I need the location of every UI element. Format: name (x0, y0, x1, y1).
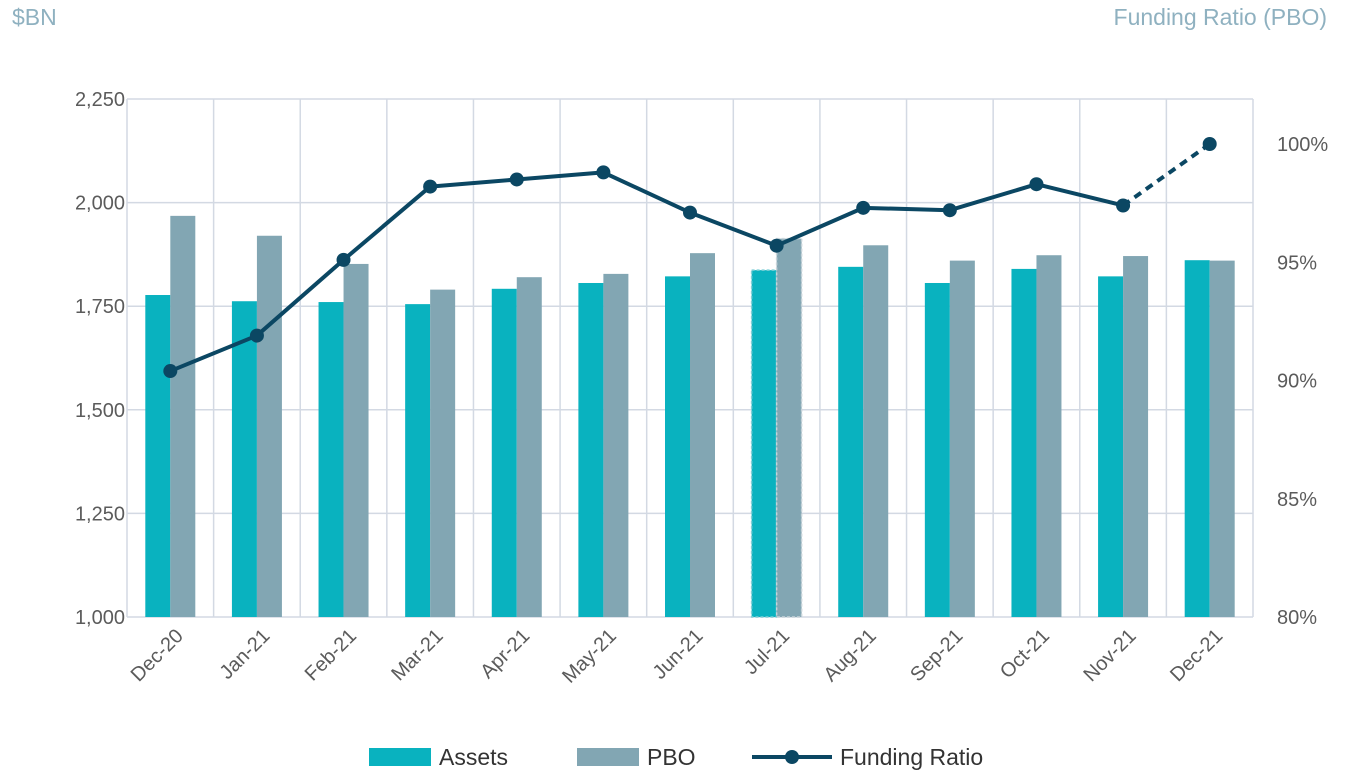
y-left-tick-label: 1,250 (75, 503, 125, 525)
legend-item-pbo: PBO (577, 740, 696, 774)
funding-ratio-point (1116, 198, 1131, 213)
bar-pbo (430, 289, 456, 617)
x-tick-label: Jun-21 (649, 625, 708, 684)
legend-label-assets: Assets (439, 743, 509, 770)
right-axis-unit: Funding Ratio (PBO) (1113, 4, 1327, 30)
bar-pbo (343, 263, 369, 617)
bar-pbo (256, 235, 282, 617)
x-tick-label: Mar-21 (387, 625, 447, 685)
legend-swatch-assets (369, 748, 431, 766)
legend-label-pbo: PBO (647, 743, 696, 770)
x-tick-label: Aug-21 (820, 625, 881, 686)
bar-assets (1011, 268, 1037, 617)
y-left-tick-label: 1,000 (75, 607, 125, 629)
bar-pbo (170, 215, 196, 618)
funding-ratio-point (423, 179, 438, 194)
legend-label-funding-ratio: Funding Ratio (840, 743, 984, 770)
chart-canvas: 1,000 1,250 1,500 1,750 2,000 2,250 80% 85% 90% 9… (75, 89, 1328, 688)
bar-assets (578, 282, 604, 617)
y-left-tick-label: 1,750 (75, 296, 125, 318)
bar-pbo (1209, 260, 1235, 617)
funding-ratio-point (683, 205, 697, 220)
x-tick-label: Feb-21 (301, 625, 361, 685)
y-right-tick-label: 85% (1277, 489, 1317, 511)
bar-pbo (1123, 256, 1149, 617)
funding-ratio-point (942, 203, 957, 218)
y-right-tick-label: 90% (1277, 371, 1317, 393)
bar-assets (924, 282, 950, 617)
bar-assets (750, 269, 778, 618)
x-tick-label: Jul-21 (740, 625, 794, 679)
bar-assets (838, 266, 864, 617)
x-tick-label: Apr-21 (476, 625, 534, 683)
funding-ratio-line-dashed (1121, 142, 1211, 208)
x-tick-label: Sep-21 (906, 625, 967, 686)
x-tick-label: Dec-21 (1166, 625, 1227, 686)
bar-pbo (863, 245, 889, 617)
funding-ratio-line (169, 170, 1124, 373)
bar-pbo (775, 237, 803, 618)
x-tick-label: May-21 (558, 625, 621, 688)
x-tick-label: Jan-21 (216, 625, 275, 684)
bar-assets (665, 276, 690, 617)
legend-swatch-pbo (577, 748, 639, 766)
funding-ratio-point (856, 200, 871, 215)
y-right-tick-label: 80% (1277, 607, 1317, 629)
funding-ratio-point (163, 364, 178, 379)
bar-assets (405, 304, 431, 617)
bar-pbo (690, 253, 715, 617)
bar-assets (145, 295, 171, 617)
y-left-tick-label: 1,500 (75, 400, 125, 422)
legend: Assets PBO Funding Ratio (0, 740, 1369, 774)
bar-assets (491, 288, 517, 617)
legend-item-funding-ratio: Funding Ratio (752, 740, 983, 774)
funding-ratio-point (596, 165, 611, 180)
x-tick-label: Oct-21 (996, 625, 1054, 683)
x-tick-label: Dec-20 (127, 625, 188, 686)
x-tick-label: Nov-21 (1079, 625, 1140, 686)
funding-ratio-point (769, 238, 784, 253)
funding-ratio-point (509, 172, 524, 187)
bar-pbo (603, 273, 629, 617)
funding-ratio-point (249, 328, 264, 343)
bar-assets (318, 302, 344, 617)
y-left-tick-label: 2,000 (75, 193, 125, 215)
funding-ratio-point (1029, 177, 1044, 192)
left-axis-unit: $BN (12, 4, 57, 30)
bar-assets (1098, 276, 1124, 617)
bar-assets (1184, 260, 1210, 617)
funding-ratio-point (1202, 137, 1217, 151)
y-right-tick-label: 100% (1277, 134, 1328, 156)
bar-pbo (516, 277, 542, 617)
bar-pbo (1036, 255, 1062, 617)
y-right-tick-label: 95% (1277, 252, 1317, 274)
funding-ratio-point (336, 252, 351, 267)
bar-pbo (949, 260, 975, 617)
legend-item-assets: Assets (369, 740, 508, 774)
bar-assets (231, 301, 257, 617)
legend-line-funding-ratio (752, 748, 832, 766)
y-left-tick-label: 2,250 (75, 89, 125, 111)
